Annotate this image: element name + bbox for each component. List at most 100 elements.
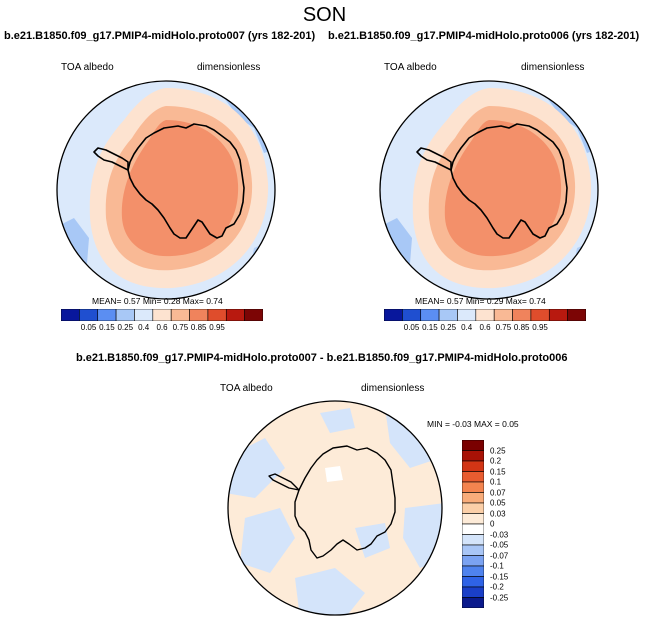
colorbar-swatch: [462, 534, 484, 546]
panel2-max-label: Max=: [505, 296, 527, 306]
panel1-colorbar: [61, 309, 263, 321]
colorbar-swatch: [457, 309, 477, 321]
panel2-variable: TOA albedo: [384, 62, 437, 73]
colorbar-tick-label: 0.05: [80, 323, 97, 332]
colorbar-swatch: [207, 309, 227, 321]
colorbar-swatch: [462, 471, 484, 483]
colorbar-swatch: [462, 597, 484, 608]
colorbar-tick-label: 0.1: [490, 477, 502, 487]
panel2-title: b.e21.B1850.f09_g17.PMIP4-midHolo.proto0…: [328, 30, 640, 42]
panel1-mean-value: 0.57: [123, 296, 141, 306]
colorbar-tick-label: 0.4: [461, 323, 473, 332]
panel1-max-label: Max=: [182, 296, 204, 306]
diff-colorbar: [462, 440, 484, 608]
colorbar-swatch: [462, 565, 484, 577]
colorbar-swatch: [462, 460, 484, 472]
colorbar-swatch: [462, 492, 484, 504]
colorbar-tick-label: 0.15: [99, 323, 115, 332]
colorbar-tick-label: 0.75: [172, 323, 189, 332]
panel1-units: dimensionless: [197, 62, 261, 73]
colorbar-tick-label: 0.25: [440, 323, 457, 332]
colorbar-swatch: [530, 309, 550, 321]
colorbar-swatch: [79, 309, 99, 321]
colorbar-tick-label: 0.6: [479, 323, 491, 332]
colorbar-swatch: [438, 309, 458, 321]
colorbar-swatch: [462, 440, 484, 451]
colorbar-tick-label: 0.75: [495, 323, 512, 332]
colorbar-swatch: [493, 309, 513, 321]
colorbar-swatch: [462, 523, 484, 535]
panel2-colorbar: [384, 309, 586, 321]
panel1-max-value: 0.74: [206, 296, 223, 306]
colorbar-swatch: [170, 309, 190, 321]
panel1-min-label: Min=: [142, 296, 162, 306]
colorbar-swatch: [134, 309, 154, 321]
colorbar-swatch: [402, 309, 422, 321]
panel2-min-label: Min=: [465, 296, 485, 306]
colorbar-tick-label: 0.25: [117, 323, 134, 332]
colorbar-swatch: [462, 544, 484, 556]
panel1-colorbar-labels: 0.05 0.15 0.25 0.4 0.6 0.75 0.85 0.95: [61, 323, 263, 335]
panel1-map: [56, 80, 276, 300]
colorbar-swatch: [244, 309, 263, 321]
colorbar-tick-label: 0.85: [513, 323, 530, 332]
colorbar-swatch: [115, 309, 135, 321]
colorbar-swatch: [548, 309, 568, 321]
panel2-min-value: 0.29: [486, 296, 504, 306]
colorbar-tick-label: 0.03: [490, 509, 506, 518]
colorbar-swatch: [475, 309, 495, 321]
panel2-map: [379, 80, 599, 300]
diff-variable: TOA albedo: [220, 383, 273, 394]
colorbar-swatch: [152, 309, 172, 321]
panel2-mean-value: 0.57: [446, 296, 464, 306]
colorbar-tick-label: -0.07: [490, 551, 509, 560]
panel2-mean-label: MEAN=: [415, 296, 445, 306]
colorbar-tick-label: 0: [490, 519, 495, 529]
colorbar-tick-label: -0.05: [490, 540, 509, 550]
colorbar-swatch: [462, 481, 484, 493]
colorbar-tick-label: -0.25: [490, 593, 509, 602]
panel2-stats: MEAN= 0.57 Min= 0.29 Max= 0.74: [415, 296, 546, 306]
colorbar-tick-label: -0.15: [490, 572, 509, 581]
colorbar-tick-label: 0.6: [156, 323, 168, 332]
colorbar-swatch: [462, 502, 484, 514]
season-title: SON: [302, 4, 347, 26]
colorbar-tick-label: 0.15: [490, 467, 506, 476]
colorbar-tick-label: 0.95: [532, 323, 548, 332]
colorbar-swatch: [462, 586, 484, 598]
colorbar-swatch: [420, 309, 440, 321]
panel2-colorbar-labels: 0.05 0.15 0.25 0.4 0.6 0.75 0.85 0.95: [384, 323, 586, 335]
colorbar-swatch: [189, 309, 209, 321]
panel1-stats: MEAN= 0.57 Min= 0.28 Max= 0.74: [92, 296, 223, 306]
colorbar-tick-label: 0.25: [490, 446, 506, 455]
colorbar-swatch: [97, 309, 117, 321]
diff-title: b.e21.B1850.f09_g17.PMIP4-midHolo.proto0…: [76, 352, 568, 364]
colorbar-tick-label: 0.05: [403, 323, 420, 332]
colorbar-swatch: [512, 309, 532, 321]
diff-stats: MIN = -0.03 MAX = 0.05: [427, 419, 519, 429]
panel2-units: dimensionless: [521, 62, 585, 73]
colorbar-swatch: [462, 555, 484, 567]
colorbar-tick-label: 0.4: [138, 323, 150, 332]
colorbar-tick-label: 0.05: [490, 498, 506, 508]
colorbar-swatch: [462, 513, 484, 525]
colorbar-tick-label: 0.85: [190, 323, 207, 332]
panel1-variable: TOA albedo: [61, 62, 114, 73]
colorbar-swatch: [462, 576, 484, 588]
diff-map: [227, 400, 443, 616]
diff-units: dimensionless: [361, 383, 425, 394]
panel1-title: b.e21.B1850.f09_g17.PMIP4-midHolo.proto0…: [4, 30, 316, 42]
colorbar-swatch: [462, 450, 484, 462]
colorbar-tick-label: -0.03: [490, 530, 509, 539]
panel1-mean-label: MEAN=: [92, 296, 122, 306]
colorbar-swatch: [61, 309, 80, 321]
colorbar-tick-label: 0.07: [490, 488, 506, 497]
panel1-min-value: 0.28: [163, 296, 181, 306]
colorbar-tick-label: 0.2: [490, 456, 502, 466]
diff-colorbar-labels: 0.25 0.2 0.15 0.1 0.07 0.05 0.03 0 -0.03 -0.05 -0.…: [490, 440, 530, 608]
colorbar-swatch: [225, 309, 245, 321]
colorbar-tick-label: 0.95: [209, 323, 225, 332]
panel2-max-value: 0.74: [529, 296, 546, 306]
colorbar-swatch: [384, 309, 403, 321]
colorbar-tick-label: -0.2: [490, 582, 504, 592]
